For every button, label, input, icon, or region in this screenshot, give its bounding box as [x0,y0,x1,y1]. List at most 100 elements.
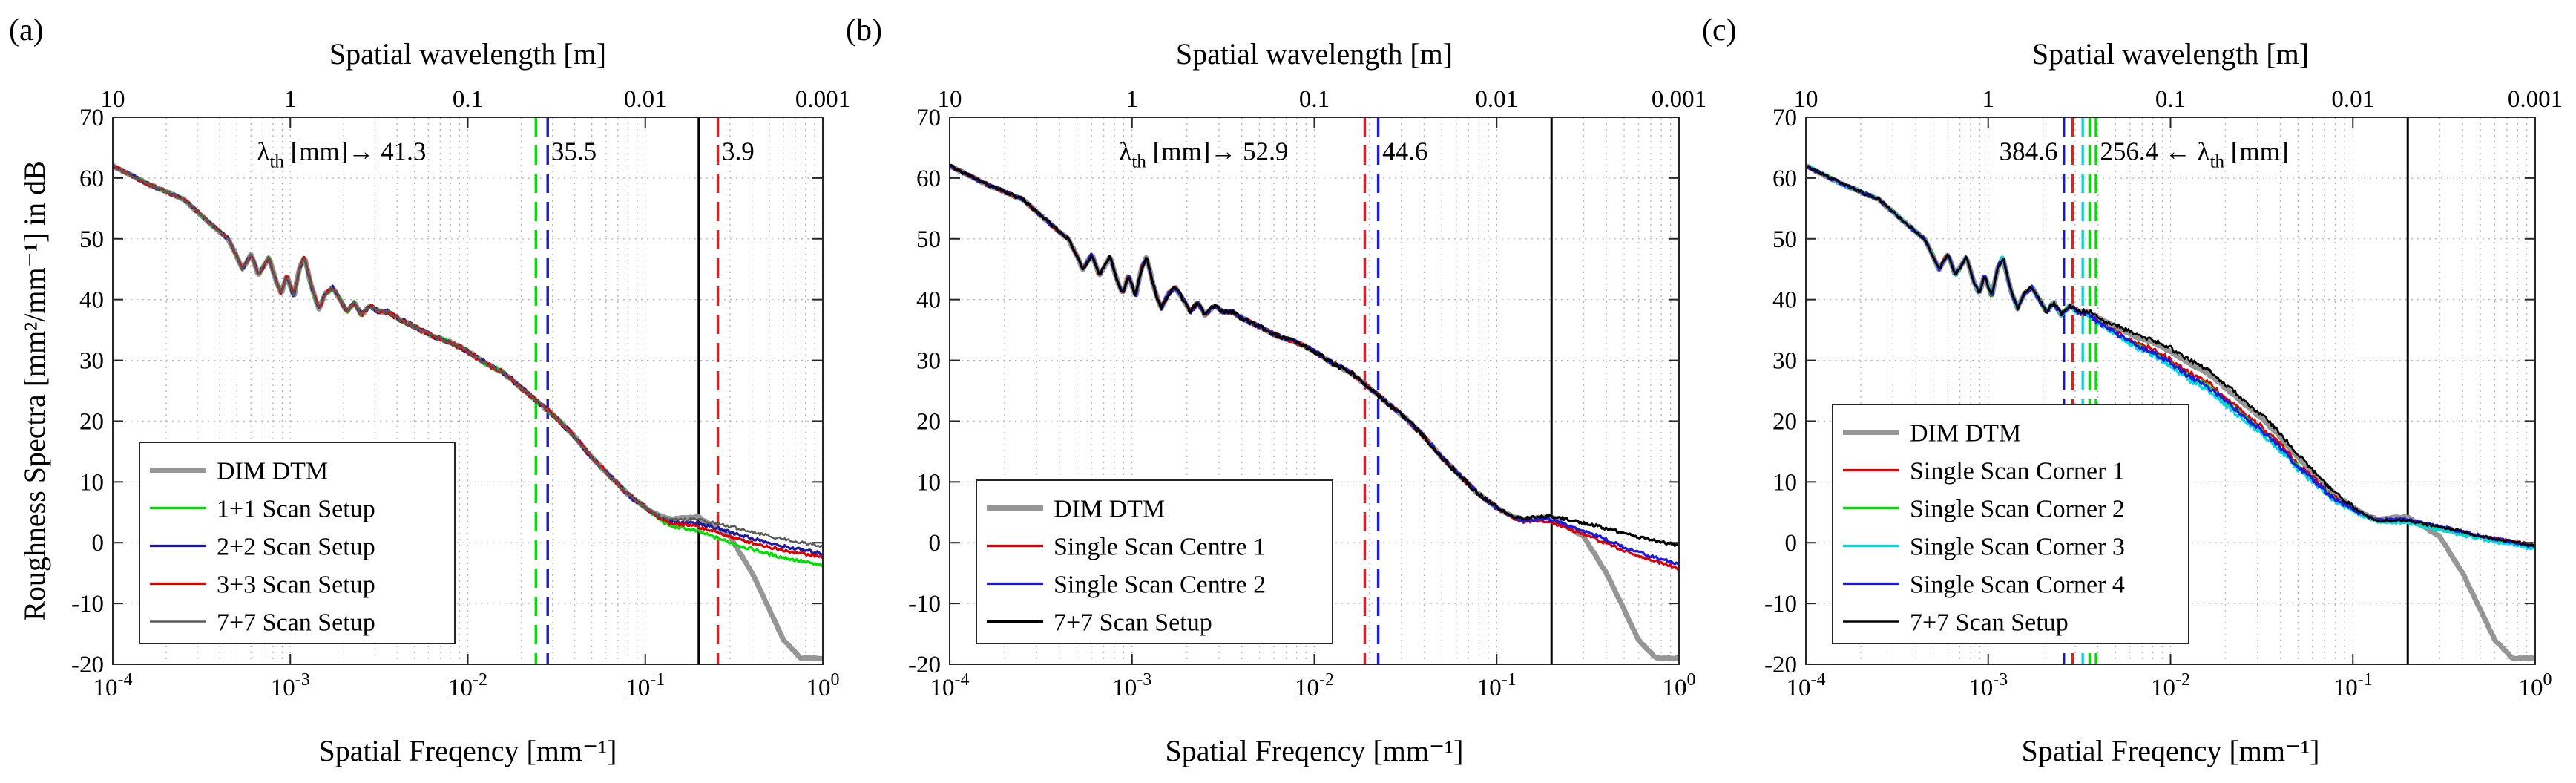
x-tick-label-base: 10 [1663,675,1687,701]
x-tick-label-exponent: -4 [1811,670,1826,689]
y-tick-label: 10 [916,469,941,496]
x-tick-label: 10-3 [1968,670,2008,701]
x2-tick-label: 0.001 [2508,86,2563,113]
x-tick-label: 10-2 [2151,670,2190,701]
legend-label-1: DIM DTM [217,458,328,485]
legend-label-5: Single Scan Corner 4 [1910,571,2125,599]
x2-axis-label: Spatial wavelength [m] [2032,37,2309,71]
y-tick-label: -20 [908,652,941,678]
legend-label-2: 1+1 Scan Setup [217,496,375,523]
legend: DIM DTM 1+1 Scan Setup 2+2 Scan Setup 3+3 S… [139,442,456,644]
annotation-text: 256.4 ← λ [2100,137,2209,166]
threshold-annotation-1: λth [mm]→ 41.3 [257,137,426,171]
x2-tick-label: 0.001 [795,86,850,113]
y-tick-label: 70 [1772,105,1797,131]
x2-tick-label: 10 [101,86,125,113]
annotation-text: [mm] [2224,137,2289,166]
y-tick-label: 40 [916,287,941,314]
y-tick-label: 30 [916,348,941,375]
y-tick-label: -10 [71,591,104,617]
x-tick-label: 100 [1663,670,1696,701]
panel-label: (c) [1702,13,1737,47]
x-tick-label: 10-1 [2333,670,2373,701]
x-tick-label-exponent: 0 [1687,670,1696,689]
y-tick-label: 60 [1772,166,1797,192]
x-axis-label: Spatial Freqency [mm⁻¹] [1166,734,1464,767]
x-tick-label-exponent: -2 [1319,670,1334,689]
x2-tick-label: 0.001 [1652,86,1706,113]
series-lines [950,163,1679,661]
x-tick-label-exponent: -4 [955,670,970,689]
legend-label-3: 2+2 Scan Setup [217,534,375,561]
annotation-subscript: th [269,151,284,171]
legend: DIM DTM Single Scan Corner 1 Single Scan C… [1832,404,2189,644]
x2-tick-label: 1 [1982,86,1995,113]
series-line-4 [950,163,1679,547]
y-tick-label: 70 [916,105,941,131]
x-tick-label-exponent: -3 [1137,670,1151,689]
y-tick-label: 50 [79,226,104,253]
x-tick-label: 10-4 [930,670,970,701]
legend-box [976,479,1333,644]
x-tick-label: 10-1 [1477,670,1517,701]
y-tick-label: 40 [1772,287,1797,314]
series-lines [113,163,823,661]
y-tick-label: 30 [1772,348,1797,375]
x-tick-label: 100 [2519,670,2552,701]
y-tick-label: 20 [1772,408,1797,435]
x2-tick-label: 1 [284,86,297,113]
y-tick-label: 0 [1785,530,1798,557]
y-tick-label: 40 [79,287,104,314]
y-tick-label: 20 [916,408,941,435]
annotation-subscript: th [2210,151,2225,171]
legend-label-1: DIM DTM [1910,420,2021,448]
x2-tick-label: 1 [1126,86,1139,113]
annotation-text: 384.6 [2000,137,2058,166]
x-tick-label-base: 10 [1112,675,1137,701]
y-tick-label: -20 [1764,652,1797,678]
legend-box [1832,404,2189,644]
legend: DIM DTM Single Scan Centre 1 Single Scan C… [976,479,1333,644]
annotation-text: 35.5 [551,137,597,166]
x-tick-label-exponent: -2 [2175,670,2190,689]
threshold-annotation-2: 44.6 [1382,137,1427,166]
x2-tick-label: 0.01 [1475,86,1518,113]
x2-tick-label: 10 [1794,86,1818,113]
annotation-text: [mm]→ 52.9 [1146,137,1289,166]
x-tick-label-exponent: -4 [118,670,133,689]
x-tick-label-base: 10 [93,675,118,701]
x2-tick-label: 0.1 [453,86,483,113]
y-tick-label: 50 [916,226,941,253]
x2-tick-label: 0.01 [624,86,667,113]
panel-label: (a) [9,13,44,47]
threshold-annotation-3: 3.9 [722,137,755,166]
x-axis-label: Spatial Freqency [mm⁻¹] [2022,734,2320,767]
x-tick-label-exponent: -1 [1502,670,1517,689]
y-tick-label: -20 [71,652,104,678]
x-tick-label: 10-2 [1295,670,1334,701]
x2-tick-label: 0.1 [1299,86,1330,113]
x-tick-label: 10-3 [1112,670,1151,701]
annotation-text: [mm]→ 41.3 [284,137,427,166]
x-tick-label-exponent: 0 [2543,670,2552,689]
x2-tick-label: 0.1 [2155,86,2186,113]
y-tick-label: 30 [79,348,104,375]
y-tick-label: 0 [929,530,942,557]
x-tick-label: 10-1 [625,670,665,701]
legend-label-3: Single Scan Centre 2 [1054,571,1266,599]
x-tick-label-exponent: -1 [650,670,665,689]
x-tick-label-base: 10 [1787,675,1811,701]
y-tick-label: 60 [79,166,104,192]
x-tick-label-base: 10 [2333,675,2358,701]
x-tick-label: 100 [806,670,840,701]
x-axis-label: Spatial Freqency [mm⁻¹] [319,734,617,767]
x-tick-label-base: 10 [1295,675,1319,701]
y-tick-label: 60 [916,166,941,192]
y-tick-label: -10 [908,591,941,617]
threshold-annotation-1: λth [mm]→ 52.9 [1119,137,1288,171]
x-tick-label-base: 10 [448,675,473,701]
